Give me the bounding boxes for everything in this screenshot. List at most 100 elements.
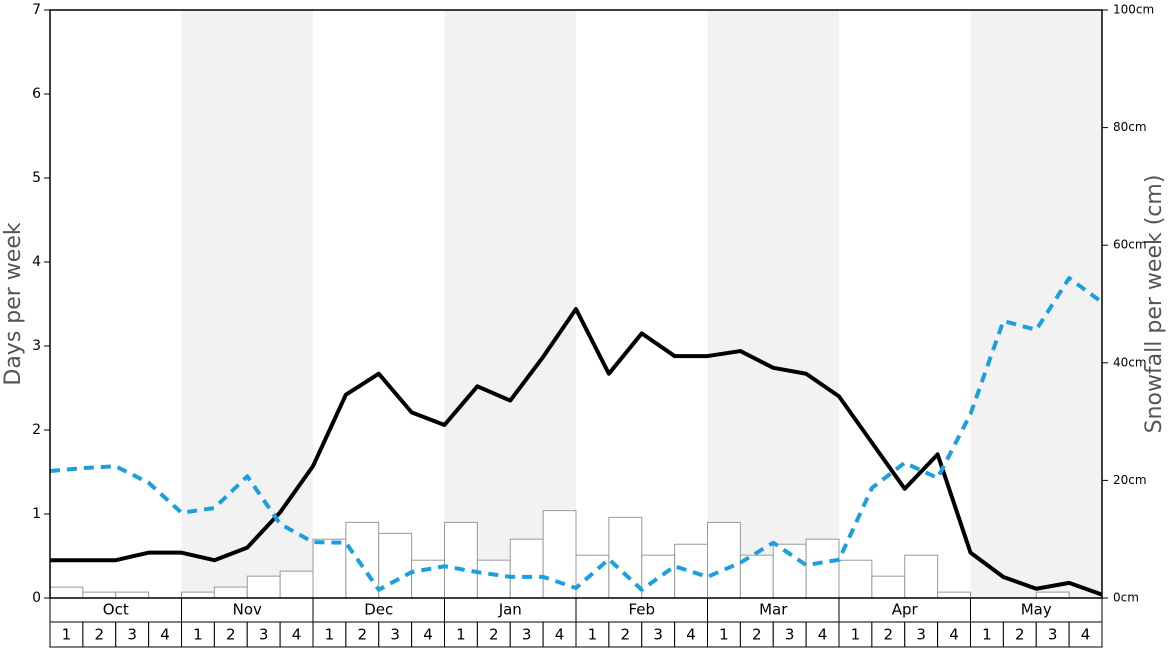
- week-label: 2: [752, 626, 762, 644]
- bar: [838, 559, 873, 599]
- y2-tick-label: 100cm: [1113, 3, 1154, 17]
- bar: [871, 575, 906, 599]
- y-tick-label: 5: [32, 170, 41, 186]
- bar: [641, 554, 676, 599]
- week-label: 3: [390, 626, 400, 644]
- week-box: [937, 621, 971, 648]
- y-tick-label: 0: [32, 590, 41, 606]
- week-label: 1: [62, 626, 72, 644]
- y2-tick-label: 40cm: [1113, 355, 1147, 369]
- week-label: 2: [95, 626, 105, 644]
- week-box: [575, 621, 610, 648]
- bar: [82, 591, 117, 599]
- y2-tick-label: 80cm: [1113, 120, 1147, 134]
- y-tick-label: 4: [32, 254, 41, 270]
- week-box: [608, 621, 643, 648]
- week-label: 3: [653, 626, 663, 644]
- week-box: [707, 621, 741, 648]
- y-tick-label: 2: [32, 422, 41, 438]
- month-label: Dec: [364, 601, 393, 619]
- y-tick-label: 7: [32, 2, 41, 18]
- month-shade: [181, 10, 313, 598]
- bar: [805, 538, 840, 599]
- month-box: [970, 597, 1103, 623]
- week-label: 1: [325, 626, 335, 644]
- week-label: 3: [259, 626, 269, 644]
- week-box: [674, 621, 708, 648]
- week-box: [739, 621, 774, 648]
- plot-frame: [49, 9, 1103, 599]
- week-label: 1: [851, 626, 861, 644]
- week-box: [1068, 621, 1103, 648]
- week-box: [49, 621, 84, 648]
- month-box: [838, 597, 971, 623]
- week-label: 4: [818, 626, 828, 644]
- week-box: [509, 621, 544, 648]
- week-label: 4: [949, 626, 959, 644]
- week-box: [838, 621, 873, 648]
- month-box: [181, 597, 314, 623]
- bar: [542, 510, 577, 599]
- month-label: Jan: [498, 601, 522, 619]
- y2-tick-label: 20cm: [1113, 473, 1147, 487]
- bar: [904, 554, 939, 599]
- bar: [937, 591, 971, 599]
- bar: [476, 559, 511, 599]
- y-tick-label: 3: [32, 338, 41, 354]
- month-label: Feb: [628, 601, 655, 619]
- week-label: 1: [982, 626, 992, 644]
- week-label: 2: [358, 626, 368, 644]
- y-tick-label: 6: [32, 86, 41, 102]
- week-label: 2: [1015, 626, 1025, 644]
- week-label: 3: [522, 626, 532, 644]
- bar: [49, 586, 84, 599]
- month-box: [49, 597, 182, 623]
- month-label: May: [1021, 601, 1052, 619]
- week-label: 4: [555, 626, 565, 644]
- background: [181, 10, 1102, 598]
- y2-axis-label: Snowfall per week (cm): [1142, 175, 1167, 434]
- week-box: [805, 621, 840, 648]
- month-shade: [444, 10, 576, 598]
- plot: [49, 276, 1104, 599]
- week-label: 2: [226, 626, 236, 644]
- month-label: Oct: [103, 601, 129, 619]
- week-box: [1035, 621, 1070, 648]
- week-label: 1: [588, 626, 598, 644]
- week-label: 1: [456, 626, 466, 644]
- y-axis-label: Days per week: [1, 222, 26, 385]
- month-box: [575, 597, 708, 623]
- bar: [674, 543, 708, 599]
- bar: [279, 570, 314, 599]
- bar: [115, 591, 150, 599]
- week-label: 1: [719, 626, 729, 644]
- bar: [181, 591, 215, 599]
- week-box: [411, 621, 445, 648]
- week-box: [148, 621, 182, 648]
- line-series: [50, 307, 1103, 597]
- week-label: 4: [292, 626, 302, 644]
- week-label: 2: [884, 626, 894, 644]
- week-box: [871, 621, 906, 648]
- week-box: [378, 621, 413, 648]
- week-box: [970, 621, 1004, 648]
- week-label: 4: [686, 626, 696, 644]
- week-box: [246, 621, 281, 648]
- month-label: Nov: [233, 601, 262, 619]
- week-box: [444, 621, 478, 648]
- bar: [246, 575, 281, 599]
- line-series: [49, 276, 1104, 592]
- bar: [312, 538, 347, 599]
- week-label: 2: [489, 626, 499, 644]
- week-label: 3: [785, 626, 795, 644]
- bar: [1035, 591, 1070, 599]
- week-label: 4: [1081, 626, 1091, 644]
- week-label: 4: [160, 626, 170, 644]
- month-shade: [970, 10, 1102, 598]
- week-label: 4: [423, 626, 433, 644]
- y-tick-label: 1: [32, 506, 41, 522]
- week-box: [904, 621, 939, 648]
- bar: [707, 521, 741, 599]
- month-shade: [707, 10, 839, 598]
